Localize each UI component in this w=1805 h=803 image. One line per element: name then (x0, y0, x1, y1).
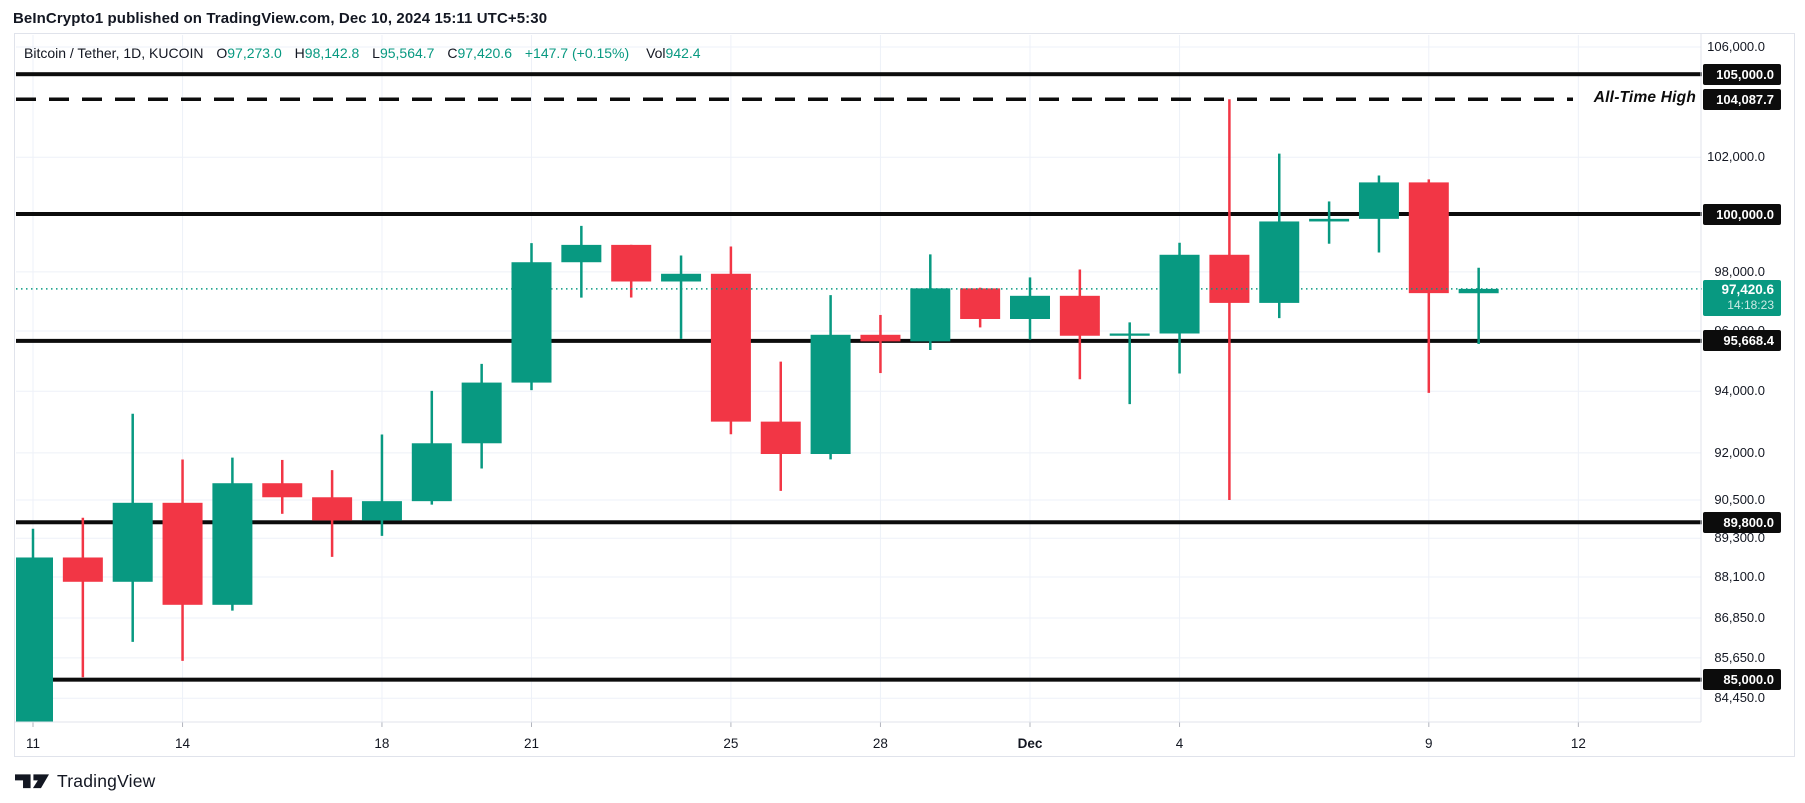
candle-body (212, 483, 253, 605)
level-price-badge: 105,000.0 (1703, 63, 1781, 85)
candle-body (960, 288, 1001, 319)
candle-body (1458, 288, 1499, 294)
date-tick-label: 14 (175, 736, 191, 751)
candle-body (661, 273, 702, 282)
candle-body (1309, 218, 1350, 222)
attribution-text: BeInCrypto1 published on TradingView.com… (13, 10, 548, 27)
last-price-badge: 97,420.6 14:18:23 (1703, 279, 1781, 316)
candlestick-plot[interactable] (15, 34, 1794, 756)
candle-body (1159, 254, 1200, 334)
all-time-high-label: All-Time High (1593, 89, 1696, 107)
date-tick-label: 12 (1570, 736, 1586, 751)
date-tick-label: 25 (723, 736, 739, 751)
price-change: +147.7 (+0.15%) (524, 45, 630, 61)
candle-body (312, 497, 353, 521)
candle-body (1358, 182, 1399, 219)
price-tick-label: 92,000.0 (1714, 444, 1765, 460)
level-price-badge: 104,087.7 (1703, 88, 1781, 110)
date-tick-label: 18 (374, 736, 390, 751)
date-tick-label: 9 (1425, 736, 1433, 751)
candle-body (361, 501, 402, 521)
candle-body (611, 244, 652, 282)
candle-body (910, 288, 951, 342)
price-tick-label: 102,000.0 (1707, 149, 1765, 165)
chart-legend: Bitcoin / Tether, 1D, KUCOIN O97,273.0 H… (24, 43, 701, 63)
candle-body (561, 244, 602, 263)
level-line (16, 677, 1702, 682)
last-price-value: 97,420.6 (1721, 281, 1774, 297)
level-line (16, 72, 1702, 77)
candle-body (1408, 182, 1449, 294)
candle-body (1109, 333, 1150, 336)
ohlc-high: H98,142.8 (294, 45, 360, 61)
price-tick-label: 94,000.0 (1714, 383, 1765, 399)
level-line (16, 520, 1702, 525)
price-tick-label: 84,450.0 (1714, 690, 1765, 706)
ohlc-low: L95,564.7 (372, 45, 435, 61)
candle-body (411, 443, 452, 502)
candle-body (511, 262, 552, 383)
candle-body (112, 502, 153, 582)
candle-body (1209, 254, 1250, 303)
tradingview-branding[interactable]: TradingView (15, 768, 156, 794)
symbol-title: Bitcoin / Tether, 1D, KUCOIN (24, 45, 204, 61)
date-tick-label: Dec (1017, 736, 1043, 751)
candle-body (1259, 221, 1300, 303)
ohlc-close: C97,420.6 (447, 45, 512, 61)
level-line (16, 338, 1702, 343)
price-tick-label: 88,100.0 (1714, 569, 1765, 585)
price-tick-label: 98,000.0 (1714, 263, 1765, 279)
price-tick-label: 86,850.0 (1714, 609, 1765, 625)
candle-body (162, 502, 203, 605)
date-tick-label: 28 (872, 736, 888, 751)
candle-body (760, 421, 801, 455)
tradingview-logo-text: TradingView (57, 770, 156, 791)
candle-body (16, 557, 53, 722)
price-tick-label: 90,500.0 (1714, 492, 1765, 508)
date-tick-label: 4 (1175, 736, 1184, 751)
candle-body (1059, 295, 1100, 336)
candle-body (262, 483, 303, 498)
candle-body (62, 557, 103, 582)
price-tick-label: 89,300.0 (1714, 530, 1765, 546)
ohlc-open: O97,273.0 (216, 45, 282, 61)
level-price-badge: 89,800.0 (1703, 511, 1781, 533)
level-price-badge: 95,668.4 (1703, 330, 1781, 352)
level-line (16, 212, 1702, 216)
volume: Vol942.4 (646, 45, 701, 61)
candles-layer[interactable] (15, 99, 1499, 756)
candle-body (860, 334, 901, 342)
level-price-badge: 85,000.0 (1703, 669, 1781, 691)
bar-countdown-timer: 14:18:23 (1727, 297, 1774, 312)
level-price-badge: 100,000.0 (1703, 203, 1781, 225)
candle-body (710, 273, 751, 422)
date-tick-label: 11 (25, 736, 41, 751)
chart-container: Bitcoin / Tether, 1D, KUCOIN O97,273.0 H… (14, 33, 1795, 757)
date-tick-label: 21 (523, 736, 540, 751)
tradingview-logo-icon (15, 773, 49, 788)
candle-body (1010, 295, 1050, 319)
price-tick-label: 85,650.0 (1714, 649, 1765, 665)
candle-body (810, 334, 851, 455)
price-tick-label: 106,000.0 (1707, 39, 1765, 55)
candle-body (461, 382, 502, 444)
